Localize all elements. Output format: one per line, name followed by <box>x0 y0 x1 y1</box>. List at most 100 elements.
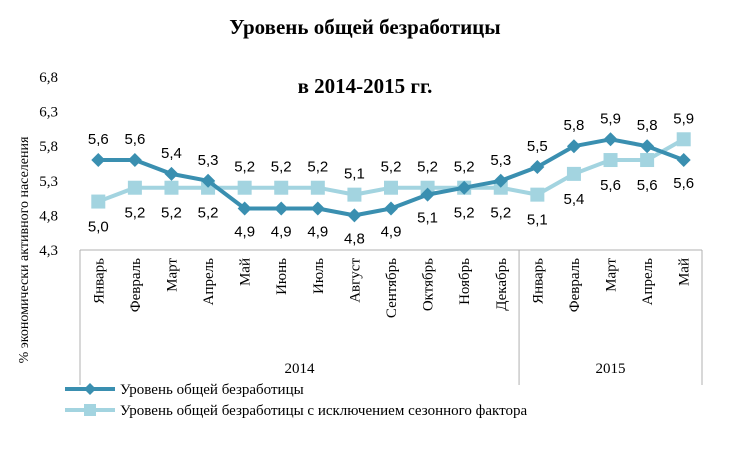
data-point <box>640 139 655 154</box>
y-tick-label: 6,8 <box>39 70 58 86</box>
data-point <box>676 153 691 168</box>
data-point <box>347 208 362 223</box>
data-point <box>530 159 545 174</box>
data-label-series-1: 4,9 <box>381 223 402 240</box>
category-label: Март <box>164 258 180 292</box>
legend-marker-series-2 <box>84 404 96 416</box>
category-label: Май <box>238 258 254 286</box>
category-label: Май <box>677 258 693 286</box>
chart-title: Уровень общей безработицы <box>229 15 500 39</box>
data-label-series-2: 5,2 <box>198 205 219 222</box>
data-point <box>603 153 618 168</box>
data-point <box>566 139 581 154</box>
data-point <box>566 166 581 181</box>
y-tick-label: 5,3 <box>39 174 58 190</box>
data-label-series-2: 5,2 <box>307 159 328 176</box>
data-label-series-1: 5,6 <box>124 131 145 148</box>
data-point <box>347 187 362 202</box>
category-label: Январь <box>530 258 546 304</box>
data-label-series-2: 5,1 <box>527 212 548 229</box>
data-label-series-1: 4,9 <box>307 223 328 240</box>
data-point <box>384 180 398 195</box>
category-label: Ноябрь <box>457 258 473 305</box>
data-label-series-1: 5,4 <box>161 145 182 162</box>
data-label-series-1: 5,8 <box>564 117 585 134</box>
data-point <box>530 187 545 202</box>
category-label: Февраль <box>128 258 144 312</box>
category-label: Апрель <box>201 258 217 306</box>
data-label-series-2: 5,2 <box>417 159 438 176</box>
year-label: 2015 <box>596 361 626 377</box>
data-label-series-2: 5,2 <box>490 205 511 222</box>
data-label-series-2: 5,2 <box>124 205 145 222</box>
data-point <box>201 173 216 188</box>
data-labels: 5,6 5,0 5,6 5,2 5,4 5,2 5,3 5,2 4,9 5,2 4,9 5,2 4,9 5… <box>88 110 694 247</box>
axes <box>79 249 703 385</box>
category-label: Февраль <box>567 258 583 312</box>
data-point <box>164 180 179 195</box>
legend-label-series-1: Уровень общей безработицы <box>120 382 304 398</box>
data-label-series-1: 5,1 <box>417 210 438 227</box>
data-point <box>384 201 398 216</box>
data-label-series-2: 5,9 <box>673 110 694 127</box>
y-tick-label: 6,3 <box>39 105 58 121</box>
data-label-series-1: 5,6 <box>88 131 109 148</box>
y-tick-label: 4,8 <box>39 208 58 224</box>
category-label: Июнь <box>274 258 290 295</box>
category-label: Август <box>347 258 363 303</box>
data-label-series-1: 4,9 <box>271 223 292 240</box>
data-label-series-2: 5,2 <box>381 159 402 176</box>
data-point <box>310 180 325 195</box>
category-label: Март <box>604 258 620 292</box>
y-tick-label: 4,3 <box>39 243 58 259</box>
data-point <box>237 180 252 195</box>
legend-item-series-1: Уровень общей безработицы <box>65 382 304 398</box>
data-label-series-2: 5,6 <box>637 177 658 194</box>
data-label-series-1: 5,9 <box>600 110 621 127</box>
series-lines <box>91 132 691 223</box>
category-label: Октябрь <box>421 258 437 311</box>
data-label-series-1: 5,3 <box>198 152 219 169</box>
year-label: 2014 <box>285 361 316 377</box>
y-tick-labels: 6,8 6,3 5,8 5,3 4,8 4,3 <box>39 70 58 259</box>
data-label-series-2: 5,6 <box>600 177 621 194</box>
data-point <box>274 201 289 216</box>
data-point <box>493 173 508 188</box>
y-tick-label: 5,8 <box>39 139 58 155</box>
data-point <box>640 153 655 168</box>
data-point <box>91 153 106 168</box>
data-label-series-2: 5,0 <box>88 219 109 236</box>
category-label: Январь <box>91 258 107 304</box>
data-label-series-1: 4,8 <box>344 230 365 247</box>
category-labels: Январь Февраль Март Апрель Май Июнь Июль Август… <box>91 258 692 319</box>
data-label-series-2: 5,2 <box>271 159 292 176</box>
category-label: Апрель <box>640 258 656 306</box>
data-point <box>457 180 472 195</box>
data-label-series-1: 5,6 <box>673 175 694 192</box>
data-label-series-2: 5,2 <box>454 205 475 222</box>
category-label: Июль <box>311 258 327 294</box>
year-group-labels: 2014 2015 <box>285 361 626 377</box>
legend-label-series-2: Уровень общей безработицы с исключением … <box>120 403 528 419</box>
legend-item-series-2: Уровень общей безработицы с исключением … <box>65 403 528 419</box>
data-point <box>676 132 691 147</box>
data-label-series-1: 5,3 <box>490 152 511 169</box>
data-point <box>420 187 435 202</box>
data-label-series-2: 5,2 <box>234 159 255 176</box>
data-point <box>127 180 142 195</box>
data-label-series-1: 4,9 <box>234 223 255 240</box>
data-point <box>603 132 618 147</box>
data-point <box>164 166 179 181</box>
data-label-series-2: 5,4 <box>564 191 585 208</box>
data-label-series-1: 5,8 <box>637 117 658 134</box>
series-1 <box>91 132 691 223</box>
data-label-series-2: 5,1 <box>344 166 365 183</box>
data-point <box>274 180 289 195</box>
category-label: Декабрь <box>494 258 510 311</box>
category-label: Сентябрь <box>384 258 400 318</box>
legend-marker-series-1 <box>84 383 96 395</box>
data-point <box>237 201 252 216</box>
legend: Уровень общей безработицы Уровень общей … <box>65 382 528 419</box>
data-point <box>91 194 106 209</box>
